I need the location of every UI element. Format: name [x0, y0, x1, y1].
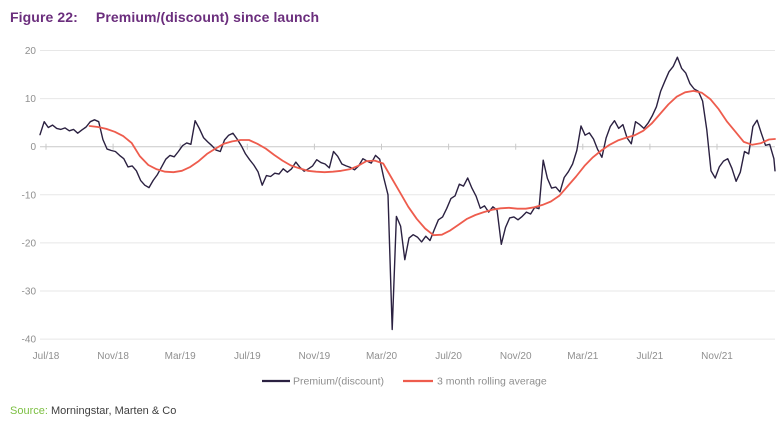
legend-label-0: Premium/(discount) — [293, 376, 384, 388]
y-tick-label--40: -40 — [22, 335, 37, 346]
figure-number: Figure 22: — [10, 9, 78, 25]
figure-title-text: Premium/(discount) since launch — [95, 9, 320, 25]
x-tick-label-Nov/20: Nov/20 — [500, 351, 532, 362]
y-tick-label-10: 10 — [25, 94, 37, 105]
gridlines — [40, 50, 775, 340]
y-tick-label-20: 20 — [25, 46, 37, 57]
source-text: Morningstar, Marten & Co — [50, 405, 177, 417]
source-label: Source: — [10, 405, 48, 417]
source-line: Source: Morningstar, Marten & Co — [10, 405, 176, 417]
y-tick-label--30: -30 — [22, 287, 37, 298]
x-tick-label-Mar/20: Mar/20 — [366, 351, 398, 362]
x-tick-label-Mar/21: Mar/21 — [567, 351, 599, 362]
figure-title: Figure 22: Premium/(discount) since launc… — [10, 9, 319, 25]
legend: Premium/(discount) 3 month rolling averag… — [262, 376, 547, 388]
series-line-premium-discount — [39, 56, 776, 331]
x-tick-label-Nov/18: Nov/18 — [97, 351, 129, 362]
series-line-rolling-average — [88, 90, 776, 237]
x-tick-label-Jul/19: Jul/19 — [234, 351, 261, 362]
x-tick-label-Mar/19: Mar/19 — [165, 351, 197, 362]
legend-label-1: 3 month rolling average — [437, 376, 547, 388]
y-tick-label--20: -20 — [22, 238, 37, 249]
x-tick-label-Jul/21: Jul/21 — [637, 351, 664, 362]
x-tick-label-Jul/18: Jul/18 — [33, 351, 60, 362]
x-tick-label-Jul/20: Jul/20 — [435, 351, 462, 362]
y-tick-label--10: -10 — [22, 190, 37, 201]
y-tick-label-0: 0 — [30, 142, 36, 153]
x-tick-label-Nov/19: Nov/19 — [299, 351, 331, 362]
x-tick-label-Nov/21: Nov/21 — [701, 351, 733, 362]
